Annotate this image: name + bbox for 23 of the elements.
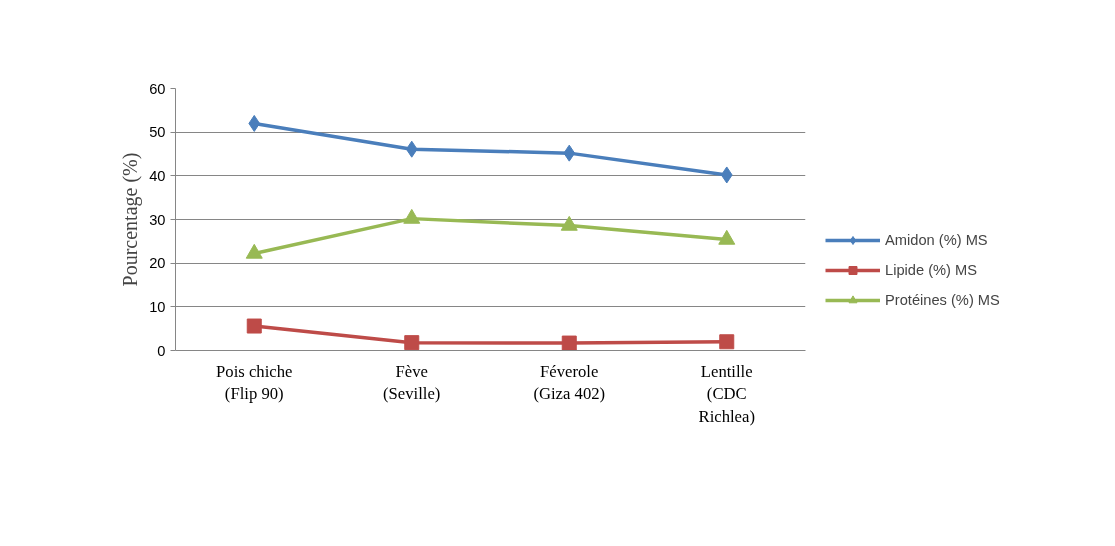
y-tick-label: 30 bbox=[149, 211, 166, 228]
legend-label: Amidon (%) MS bbox=[885, 232, 988, 248]
y-tick-label: 60 bbox=[149, 80, 166, 97]
point bbox=[404, 335, 420, 351]
point bbox=[719, 334, 735, 350]
y-tick-label: 20 bbox=[149, 255, 166, 272]
y-tick-label: 10 bbox=[149, 298, 166, 315]
y-tick-label: 50 bbox=[149, 124, 166, 141]
point bbox=[405, 140, 418, 158]
x-tick-label: Fève (Seville) bbox=[383, 361, 441, 404]
point bbox=[246, 318, 262, 334]
y-tick-label: 0 bbox=[157, 342, 166, 359]
x-tick-label: Pois chiche (Flip 90) bbox=[216, 361, 293, 404]
point bbox=[563, 144, 576, 162]
x-tick-label: Lentille (CDC Richlea) bbox=[698, 361, 755, 427]
point bbox=[720, 166, 733, 184]
point bbox=[561, 335, 577, 351]
y-tick-label: 40 bbox=[149, 167, 166, 184]
x-tick-label: Féverole (Giza 402) bbox=[533, 361, 606, 404]
legend-label: Lipide (%) MS bbox=[885, 262, 978, 278]
point bbox=[248, 114, 261, 132]
legend-label: Protéines (%) MS bbox=[885, 292, 1000, 308]
y-axis-title: Pourcentage (%) bbox=[119, 152, 143, 287]
